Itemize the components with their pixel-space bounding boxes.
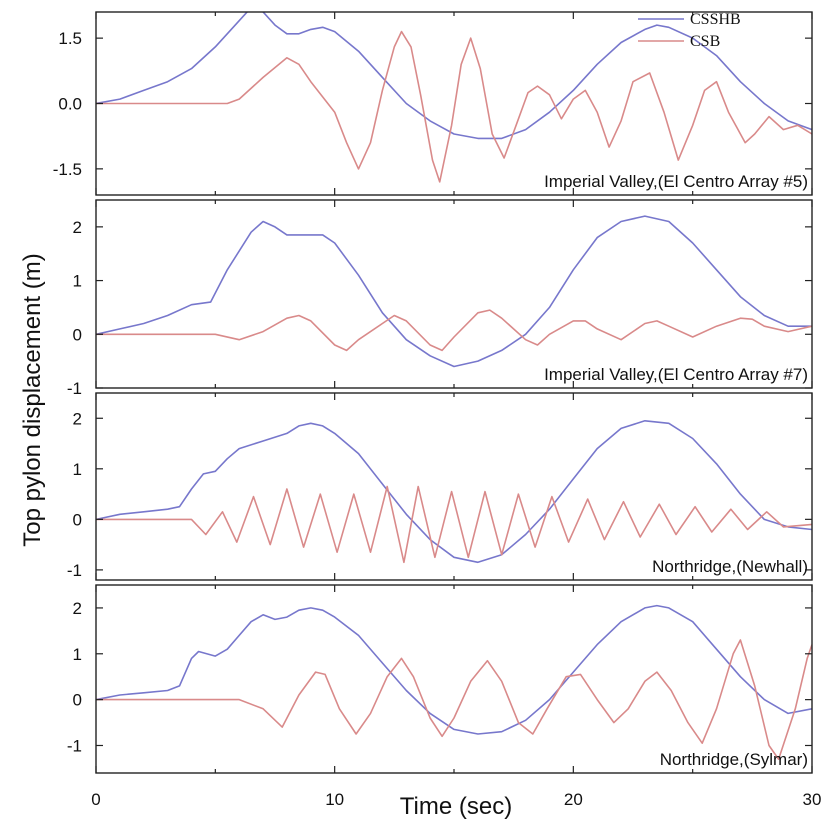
y-tick-label: 0	[73, 510, 82, 529]
y-tick-label: -1	[67, 379, 82, 398]
y-axis-title: Top pylon displacement (m)	[19, 253, 46, 546]
y-tick-label: 2	[73, 218, 82, 237]
x-tick-label: 30	[803, 790, 822, 809]
chart-panel-2: 2 1 0 -1 Imperial Valley,(El Centro Array #7…	[67, 199, 813, 398]
chart-panel-4: 2 1 0 -1 Northridge,(Sylmar)	[67, 584, 813, 774]
series-line-csb	[96, 639, 812, 760]
chart-panel-3: 2 1 0 -1 Northridge,(Newhall)	[67, 392, 813, 581]
y-tick-label: 1.5	[58, 29, 82, 48]
y-tick-label: 0.0	[58, 95, 82, 114]
y-tick-label: 2	[73, 409, 82, 428]
x-axis-title: Time (sec)	[400, 793, 512, 820]
panel-annotation: Imperial Valley,(El Centro Array #5)	[544, 172, 808, 191]
series-line-csb	[96, 485, 812, 564]
y-tick-label: 0	[73, 325, 82, 344]
series-line-csb	[96, 309, 812, 352]
series-line-csshb	[96, 420, 812, 564]
x-axis: 0 10 20 30	[91, 790, 821, 809]
x-tick-label: 20	[564, 790, 583, 809]
panel-annotation: Northridge,(Newhall)	[652, 557, 808, 576]
y-tick-label: 2	[73, 599, 82, 618]
series-line-csshb	[96, 604, 812, 735]
chart-panel-1: 1.5 0.0 -1.5 Imperial Valley,(El Centro Arr…	[53, 11, 813, 196]
y-tick-label: 1	[73, 272, 82, 291]
series-line-csshb	[96, 215, 812, 368]
panel-frame	[95, 392, 813, 581]
y-tick-label: -1	[67, 561, 82, 580]
panel-frame	[95, 199, 813, 389]
legend: CSSHB CSB	[638, 11, 741, 50]
panel-annotation: Imperial Valley,(El Centro Array #7)	[544, 365, 808, 384]
series-line-csshb	[96, 12, 812, 140]
x-tick-label: 10	[325, 790, 344, 809]
panel-series-group	[96, 215, 812, 368]
y-tick-label: 1	[73, 645, 82, 664]
legend-label-csb: CSB	[690, 33, 720, 50]
y-tick-label: 0	[73, 691, 82, 710]
y-tick-label: -1.5	[53, 160, 82, 179]
panel-series-group	[96, 604, 812, 760]
chart-panels: 1.5 0.0 -1.5 Imperial Valley,(El Centro Arr…	[53, 11, 813, 774]
panel-series-group	[96, 420, 812, 564]
series-line-csb	[96, 30, 812, 183]
panel-frame	[95, 584, 813, 774]
y-tick-label: 1	[73, 460, 82, 479]
panel-annotation: Northridge,(Sylmar)	[660, 750, 808, 769]
panel-series-group	[96, 12, 812, 183]
x-tick-label: 0	[91, 790, 100, 809]
legend-label-csshb: CSSHB	[690, 11, 741, 28]
y-tick-label: -1	[67, 736, 82, 755]
